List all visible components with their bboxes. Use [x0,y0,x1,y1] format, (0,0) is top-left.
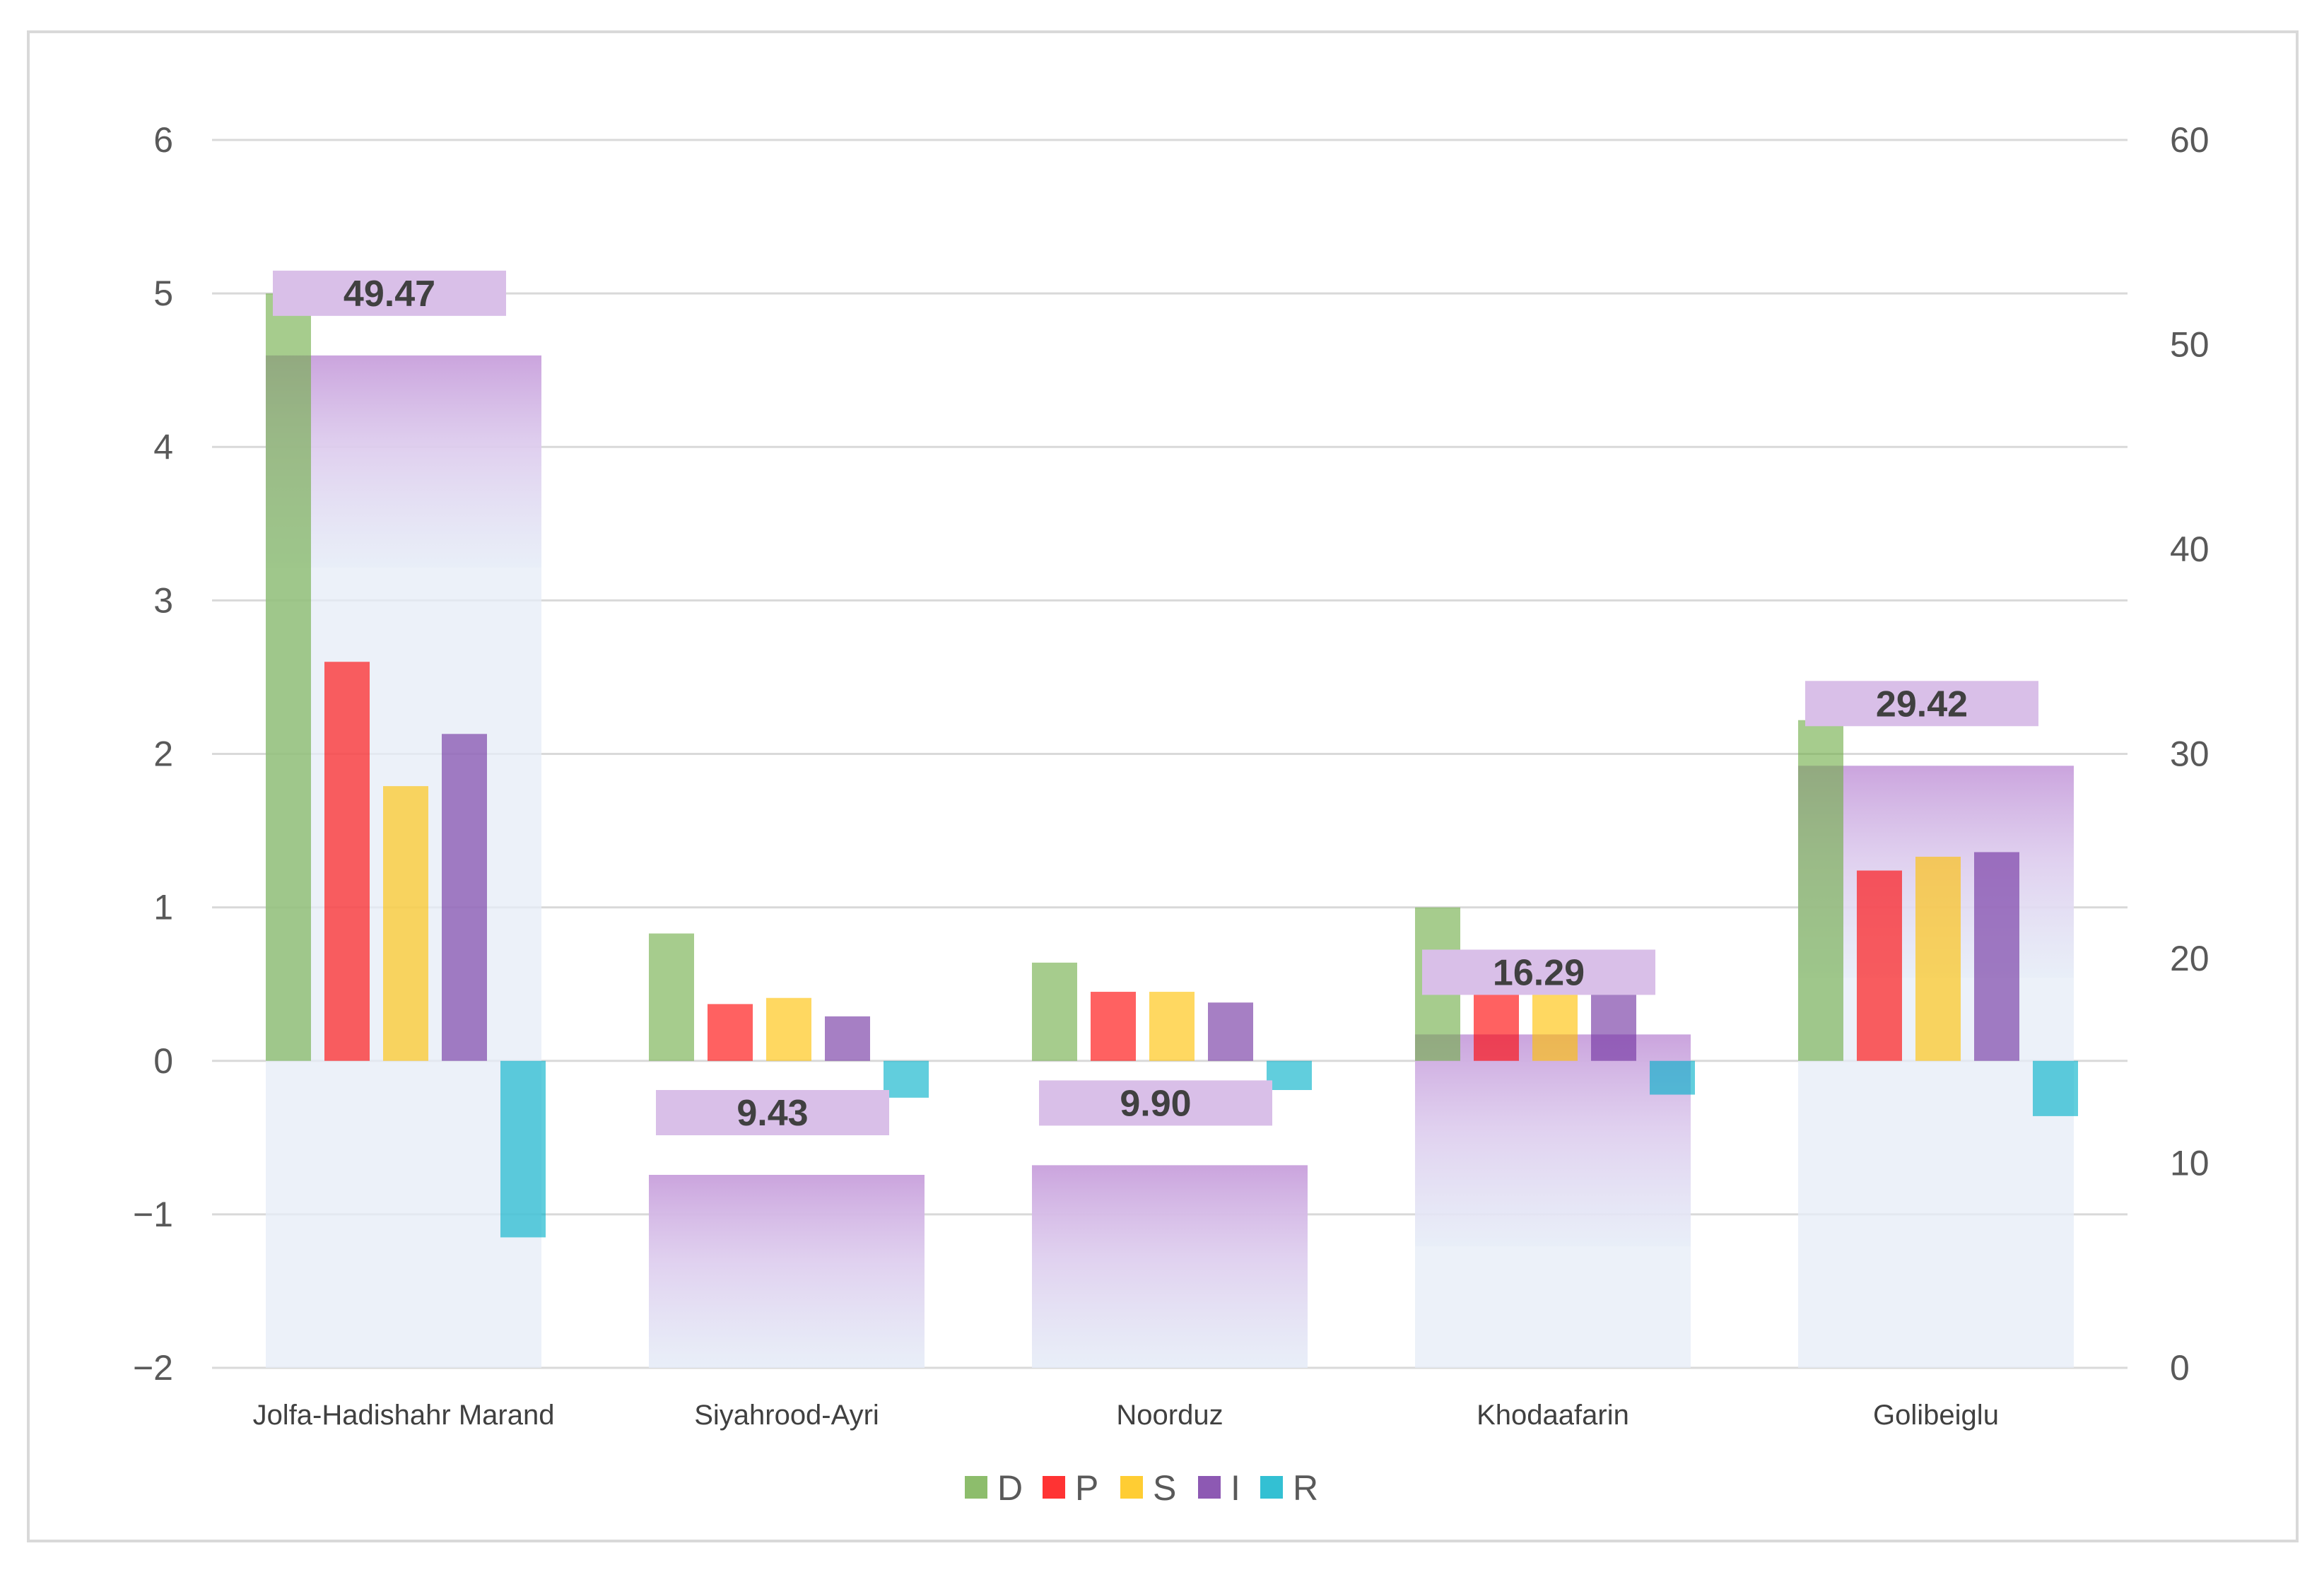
bar-d [649,933,694,1061]
legend-swatch-i [1198,1476,1221,1499]
bar-r [1267,1060,1312,1091]
bar-d [1798,720,1843,1061]
x-category-label: Jolfa-Hadishahr Marand [253,1400,555,1431]
y-tick-label: −2 [133,1348,173,1388]
bar-p [708,1004,753,1061]
total-labels: 49.47 9.43 9.90 16.29 29.42 [273,270,2038,1136]
bar-i [1208,1002,1253,1061]
y2-tick-label: 0 [2170,1348,2190,1388]
total-label: 16.29 [1493,952,1585,993]
bar-r [2033,1060,2078,1116]
x-category-label: Golibeiglu [1873,1400,1999,1431]
legend-swatch-d [965,1476,987,1499]
y-tick-label: 6 [153,120,173,160]
bar-r [884,1060,929,1098]
bar-i [1974,852,2019,1061]
total-label: 49.47 [344,274,435,315]
bar-d [1032,962,1077,1061]
total-column-highlight [1032,1165,1308,1368]
total-label: 9.90 [1120,1083,1191,1124]
y-tick-label: 2 [153,734,173,774]
y-tick-label: 0 [153,1041,173,1081]
y-tick-label: 3 [153,580,173,620]
bar-s [383,786,428,1061]
y2-tick-label: 40 [2170,529,2209,569]
total-label-box [1422,949,1655,995]
total-label: 29.42 [1876,684,1968,725]
y2-tick-label: 50 [2170,325,2209,365]
bar-s [766,997,811,1061]
bar-i [1591,990,1636,1061]
axes: 6543210−1−26050403020100Jolfa-Hadishahr … [133,120,2209,1431]
y-tick-label: 4 [153,427,173,467]
total-label-box [273,270,506,316]
bar-r [1650,1060,1695,1095]
total-label-box [656,1090,889,1136]
legend-swatch-s [1120,1476,1143,1499]
bar-series [266,293,2078,1238]
legend-swatch-r [1260,1476,1283,1499]
legend-label-r: R [1293,1468,1318,1508]
bar-d [266,293,311,1061]
x-category-label: Siyahrood-Ayri [694,1400,879,1431]
y2-tick-label: 30 [2170,734,2209,774]
total-label-box [1805,681,2038,727]
x-category-label: Noorduz [1116,1400,1223,1431]
total-column-highlight [1415,1034,1691,1247]
legend-label-p: P [1075,1468,1098,1508]
y2-tick-label: 10 [2170,1144,2209,1183]
y2-tick-label: 60 [2170,120,2209,160]
total-column-highlight [649,1175,925,1368]
legend-label-d: D [997,1468,1023,1508]
bar-s [1915,856,1961,1061]
y-tick-label: −1 [133,1195,173,1234]
y-tick-label: 5 [153,274,173,313]
y-tick-label: 1 [153,888,173,927]
bar-p [1091,992,1136,1061]
y2-tick-label: 20 [2170,939,2209,978]
bar-p [324,662,370,1061]
total-label-box [1039,1080,1272,1126]
x-category-label: Khodaafarin [1477,1400,1629,1431]
total-label: 9.43 [736,1093,808,1134]
bar-p [1857,870,1902,1061]
legend-swatch-p [1043,1476,1065,1499]
legend-label-s: S [1153,1468,1176,1508]
bar-r [500,1060,546,1238]
bar-s [1149,992,1195,1061]
legend-label-i: I [1231,1468,1240,1508]
total-column-highlight [266,355,541,568]
bar-i [442,734,487,1061]
total-series [266,355,2074,1368]
bar-i [825,1016,870,1061]
